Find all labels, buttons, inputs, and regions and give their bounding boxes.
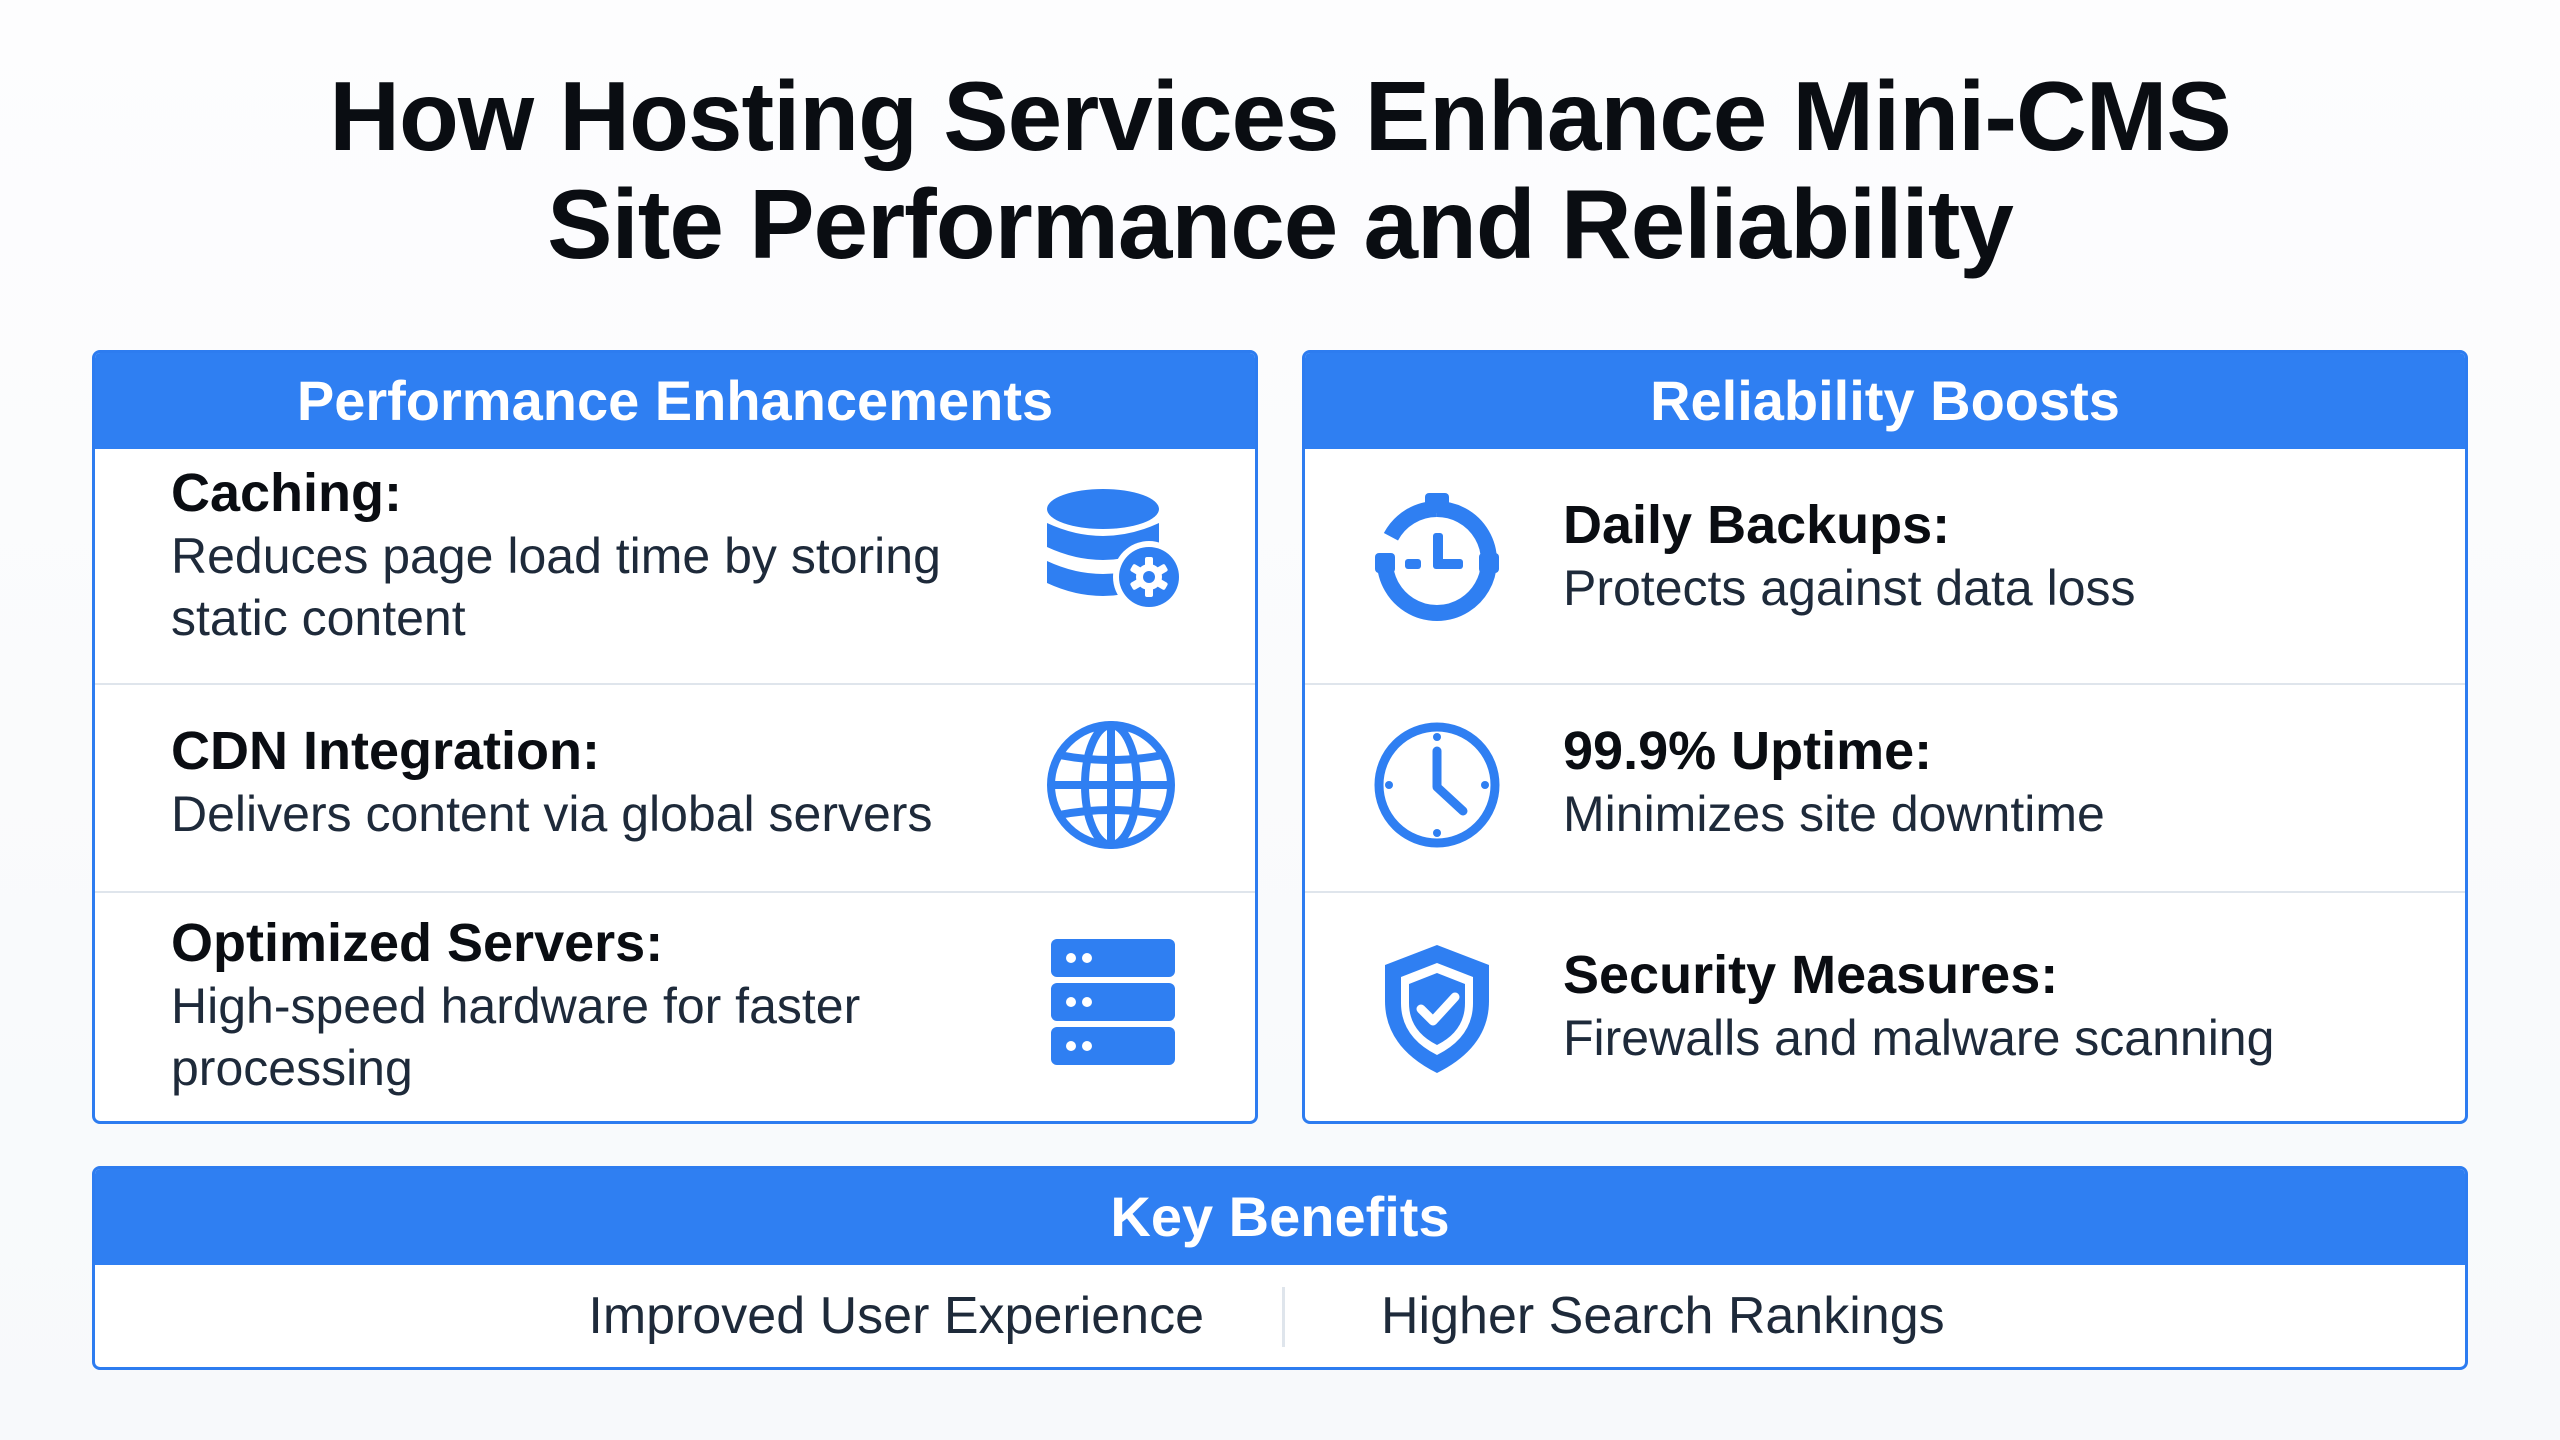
- reliability-item-uptime: 99.9% Uptime: Minimizes site downtime: [1305, 683, 2465, 891]
- item-description: Firewalls and malware scanning: [1563, 1010, 2275, 1066]
- database-gear-icon: [1045, 483, 1185, 623]
- benefit-item: Improved User Experience: [588, 1287, 1204, 1345]
- reliability-item-security: Security Measures: Firewalls and malware…: [1305, 891, 2465, 1121]
- page-title-line-1: How Hosting Services Enhance Mini-CMS: [329, 61, 2232, 171]
- item-description: Delivers content via global servers: [171, 786, 933, 842]
- clock-icon: [1367, 715, 1507, 855]
- performance-panel-header: Performance Enhancements: [95, 353, 1255, 449]
- reliability-item-backups: Daily Backups: Protects against data los…: [1305, 449, 2465, 683]
- benefit-item: Higher Search Rankings: [1381, 1287, 1945, 1345]
- benefit-divider: [1282, 1287, 1285, 1347]
- item-description: Minimizes site downtime: [1563, 786, 2105, 842]
- performance-item-servers: Optimized Servers: High-speed hardware f…: [95, 891, 1255, 1121]
- item-title: Optimized Servers:: [171, 913, 664, 973]
- item-description: Protects against data loss: [1563, 560, 2136, 616]
- performance-panel: Performance Enhancements Caching: Reduce…: [92, 350, 1258, 1124]
- item-title: Daily Backups:: [1563, 495, 1951, 555]
- globe-icon: [1045, 715, 1185, 855]
- item-title: Caching:: [171, 463, 403, 523]
- item-title: Security Measures:: [1563, 945, 2059, 1005]
- reliability-panel: Reliability Boosts Daily Backups:: [1302, 350, 2468, 1124]
- server-stack-icon: [1045, 937, 1185, 1077]
- key-benefits-panel: Key Benefits Improved User Experience Hi…: [92, 1166, 2468, 1370]
- performance-item-cdn: CDN Integration: Delivers content via gl…: [95, 683, 1255, 891]
- item-description: High-speed hardware for faster processin…: [171, 978, 861, 1096]
- performance-item-caching: Caching: Reduces page load time by stori…: [95, 449, 1255, 683]
- shield-check-icon: [1367, 939, 1507, 1079]
- item-title: CDN Integration:: [171, 721, 600, 781]
- key-benefits-panel-header: Key Benefits: [95, 1169, 2465, 1265]
- item-description: Reduces page load time by storing static…: [171, 528, 941, 646]
- key-benefits-list: Improved User Experience Higher Search R…: [95, 1265, 2465, 1367]
- item-title: 99.9% Uptime:: [1563, 721, 1933, 781]
- backup-clock-icon: [1367, 491, 1507, 631]
- page-title: How Hosting Services Enhance Mini-CMS Si…: [0, 62, 2560, 278]
- page-title-line-2: Site Performance and Reliability: [547, 169, 2014, 279]
- reliability-panel-header: Reliability Boosts: [1305, 353, 2465, 449]
